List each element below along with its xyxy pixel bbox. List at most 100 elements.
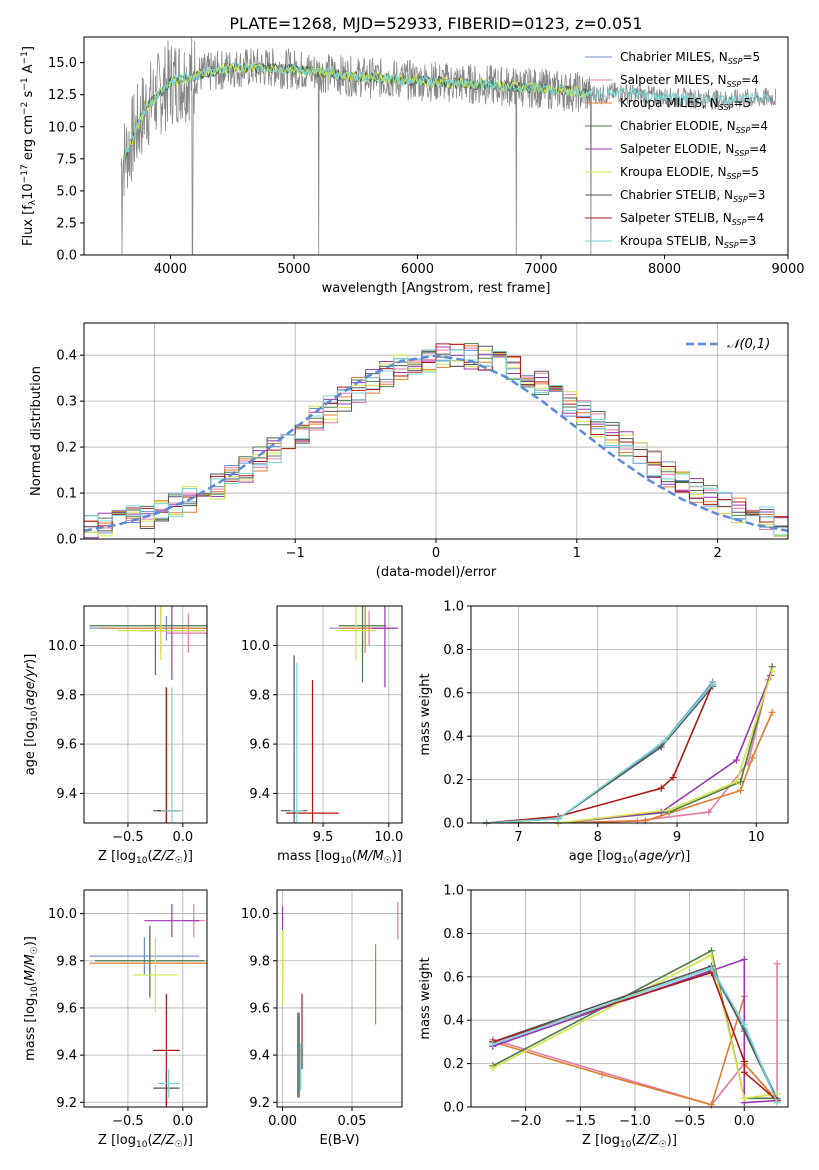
series-line <box>492 965 778 1101</box>
data-point <box>773 960 781 968</box>
y-tick-label: 0.0 <box>443 817 464 832</box>
y-tick-label: 0.4 <box>443 730 464 745</box>
series-line <box>492 967 778 1104</box>
x-tick-label: 0.0 <box>172 830 193 845</box>
y-tick-label: 9.6 <box>56 738 77 753</box>
y-tick-label: 9.6 <box>56 1001 77 1016</box>
legend-label: Kroupa MILES, NSSP=5 <box>620 96 751 112</box>
y-tick-label: 1.0 <box>443 600 464 615</box>
series-line <box>486 711 773 823</box>
x-axis-label: (data-model)/error <box>376 565 497 580</box>
x-axis-label: Z [log10(Z/Z☉)] <box>98 1133 193 1150</box>
x-tick-label: 0.0 <box>172 1114 193 1129</box>
data-point <box>736 786 744 794</box>
x-tick-label: 9000 <box>771 262 804 277</box>
panel-spectrum: 4000 5000 6000 7000 8000 9000 0.0 2.5 5.0 7.5 10.0… <box>20 36 805 296</box>
panel-mass-z: −0.5 0.0 9.2 9.4 9.6 9.8 10.0 Z [log10(Z/Z☉)] ma… <box>23 889 208 1150</box>
panel-mass-ebv: 0.00 0.05 9.2 9.4 9.6 9.8 10.0 E(B-V) <box>241 889 403 1148</box>
panel-weight-age: 7 8 9 10 0.0 0.2 0.4 0.6 0.8 1.0 age [log10(age/yr… <box>418 600 789 866</box>
data-point <box>598 1070 606 1078</box>
legend-label: Kroupa ELODIE, NSSP=5 <box>620 165 759 181</box>
series-line <box>486 679 769 823</box>
series-line <box>492 996 778 1106</box>
model-spectrum <box>123 61 770 159</box>
data-point <box>768 708 776 716</box>
data-point <box>768 667 776 675</box>
axes-frame <box>470 889 789 1108</box>
y-axis-label: mass weight <box>418 957 433 1039</box>
x-tick-label: 5000 <box>277 262 310 277</box>
y-tick-label: 1.0 <box>443 884 464 899</box>
panel-weight-z: −2.0 −1.5 −1.0 −0.5 0.0 0.0 0.2 0.4 0.6 0.8 1.0 Z [… <box>418 884 789 1150</box>
axes-frame <box>83 36 789 256</box>
data-point <box>773 1099 781 1107</box>
x-tick-label: −1.0 <box>619 1114 651 1129</box>
data-point <box>740 1057 748 1065</box>
y-tick-label: 0.1 <box>56 487 77 502</box>
series-line <box>486 666 773 823</box>
panel-age-mass: 9.5 10.0 9.4 9.6 9.8 10.0 mass [log10(M/M☉)] <box>241 605 403 866</box>
y-tick-label: 9.4 <box>56 1049 77 1064</box>
x-tick-label: −2.0 <box>510 1114 542 1129</box>
x-tick-label: 7000 <box>524 262 557 277</box>
data-point <box>740 1094 748 1102</box>
y-tick-label: 7.5 <box>56 152 77 167</box>
x-tick-label: −2 <box>145 546 164 561</box>
data-point <box>657 743 665 751</box>
y-tick-label: 0.0 <box>443 1101 464 1116</box>
series-line <box>486 675 772 823</box>
x-tick-label: 9 <box>673 830 681 845</box>
x-tick-label: 8 <box>594 830 602 845</box>
series-line <box>486 670 773 823</box>
x-tick-label: 6000 <box>401 262 434 277</box>
x-tick-label: 9.5 <box>313 830 334 845</box>
y-tick-label: 0.6 <box>443 686 464 701</box>
axes-frame <box>470 605 789 824</box>
figure-title: PLATE=1268, MJD=52933, FIBERID=0123, z=0… <box>229 14 642 33</box>
x-tick-label: 7 <box>514 830 522 845</box>
x-tick-label: 10.0 <box>374 830 403 845</box>
y-tick-label: 9.2 <box>249 1096 270 1111</box>
x-tick-label: 0 <box>432 546 440 561</box>
x-axis-label: mass [log10(M/M☉)] <box>277 849 402 866</box>
series-line <box>486 683 714 823</box>
y-tick-label: 0.4 <box>56 349 77 364</box>
x-tick-label: −1.5 <box>565 1114 597 1129</box>
y-tick-label: 0.2 <box>443 773 464 788</box>
y-axis-label: Flux [fλ10−17 erg cm−2 s−1 A−1] <box>20 46 38 246</box>
axes-frame <box>83 889 208 1108</box>
x-tick-label: 8000 <box>648 262 681 277</box>
x-axis-label: Z [log10(Z/Z☉)] <box>582 1133 677 1150</box>
data-point <box>661 737 669 745</box>
model-spectrum <box>123 62 591 158</box>
y-axis-label: mass [log10(M/M☉)] <box>23 936 40 1061</box>
series-line <box>486 681 714 823</box>
axes-frame <box>83 605 208 824</box>
data-point <box>554 815 562 823</box>
data-point <box>705 808 713 816</box>
y-axis-label: mass weight <box>418 673 433 755</box>
x-tick-label: 1 <box>573 546 581 561</box>
y-tick-label: 12.5 <box>48 88 77 103</box>
model-spectrum <box>123 62 591 160</box>
data-point <box>489 1064 497 1072</box>
y-tick-label: 9.8 <box>249 954 270 969</box>
legend-label: Chabrier ELODIE, NSSP=4 <box>620 119 768 135</box>
panel-histogram: −2 −1 0 1 2 0.0 0.1 0.2 0.3 0.4 (data-model)/error… <box>29 322 789 580</box>
y-tick-label: 9.8 <box>56 954 77 969</box>
series-line <box>486 685 714 823</box>
y-tick-label: 15.0 <box>48 56 77 71</box>
axes-frame <box>276 605 403 824</box>
y-tick-label: 9.4 <box>56 787 77 802</box>
x-tick-label: −1 <box>286 546 305 561</box>
y-tick-label: 0.6 <box>443 970 464 985</box>
data-point <box>740 1021 748 1029</box>
data-point <box>732 778 740 786</box>
data-point <box>665 806 673 814</box>
x-tick-label: −0.5 <box>674 1114 706 1129</box>
y-tick-label: 9.6 <box>249 738 270 753</box>
y-tick-label: 10.0 <box>48 907 77 922</box>
panel-age-z: −0.5 0.0 9.4 9.6 9.8 10.0 Z [log10(Z/Z☉)] age [… <box>23 605 208 866</box>
data-point <box>489 1040 497 1048</box>
x-tick-label: −0.5 <box>112 1114 144 1129</box>
